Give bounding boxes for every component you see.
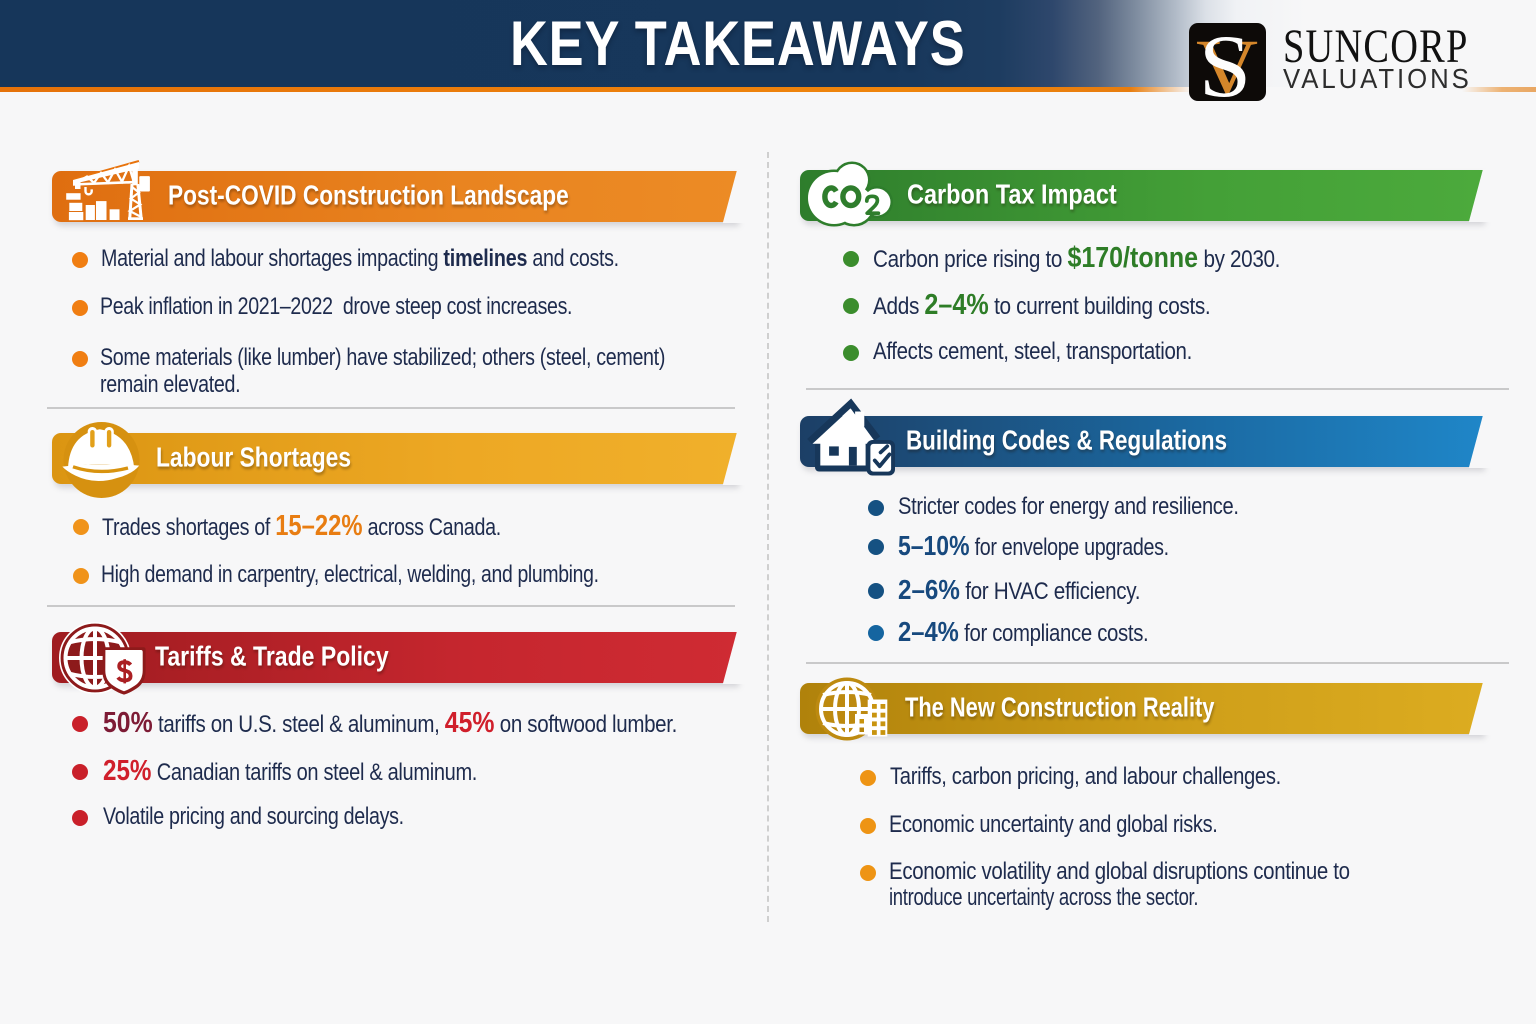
svg-text:V: V bbox=[1196, 23, 1258, 101]
svg-text:S: S bbox=[1199, 23, 1251, 101]
